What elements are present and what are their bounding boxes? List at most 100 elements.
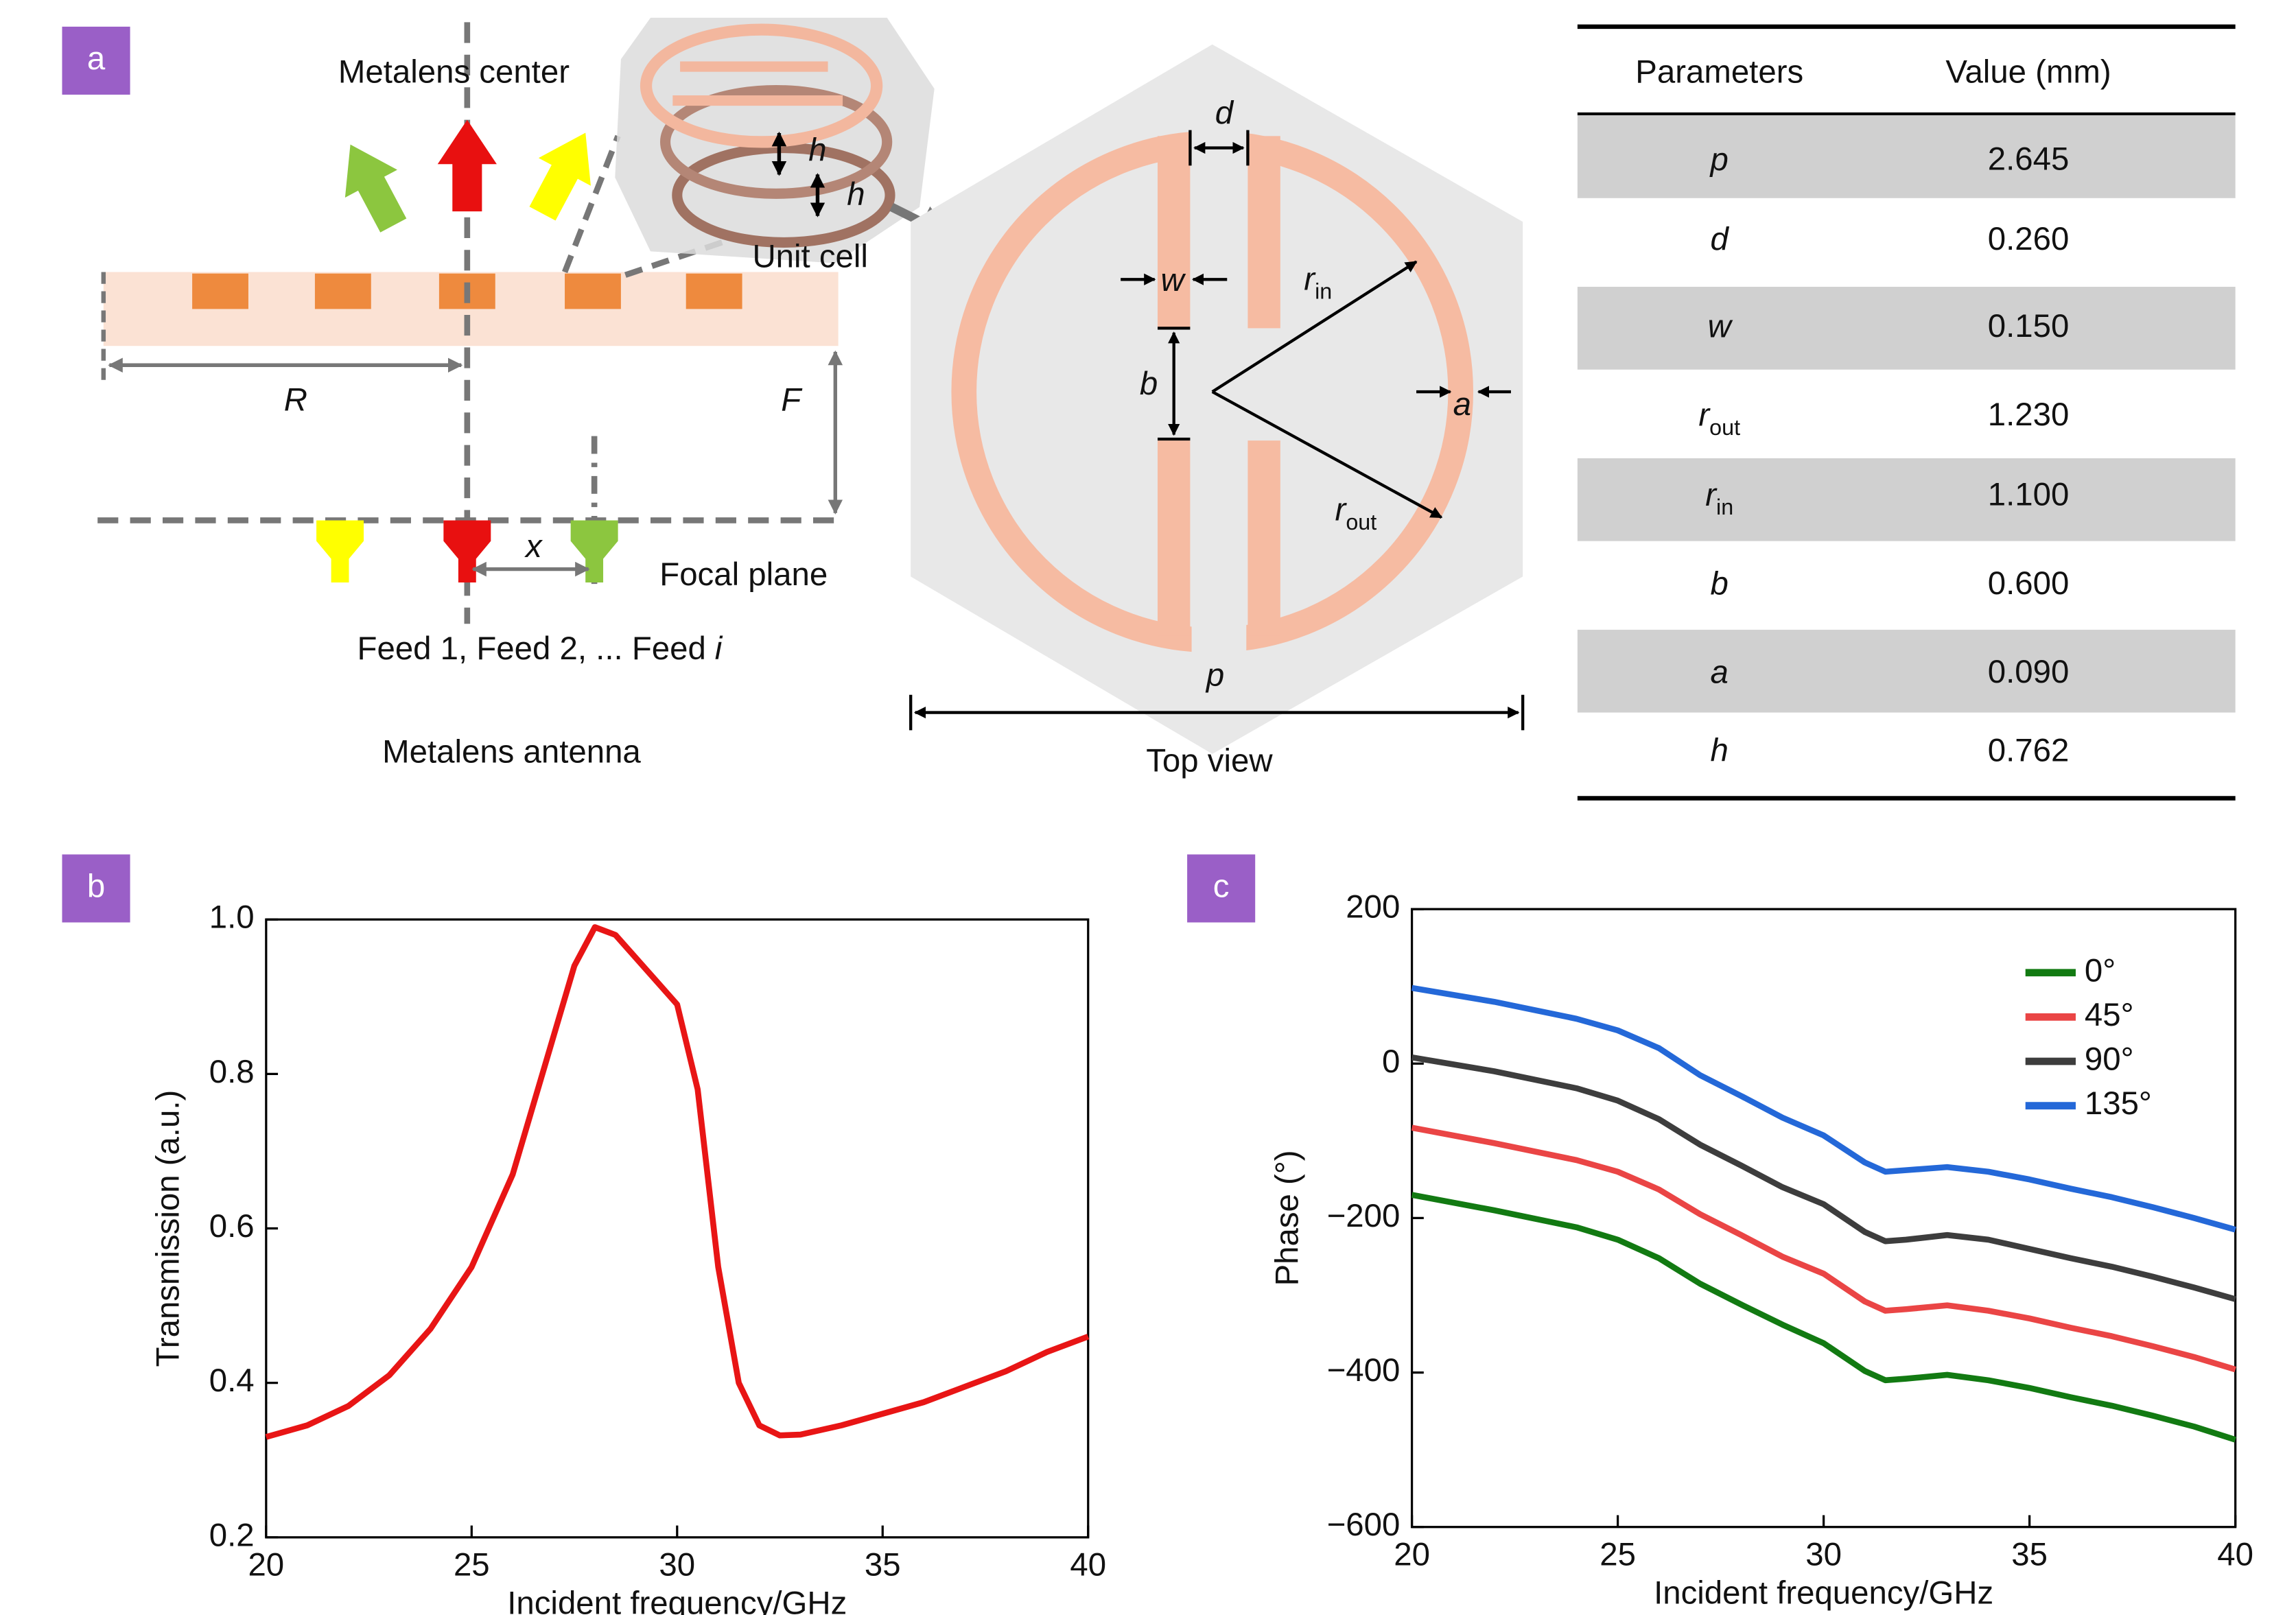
- panel-badge: [1187, 854, 1256, 923]
- data-line: [1411, 1192, 2236, 1443]
- label: d: [1215, 95, 1234, 132]
- cell-symbol: d: [1711, 221, 1730, 257]
- label: h: [847, 176, 865, 213]
- dimension-r-in: [1211, 260, 1418, 393]
- label: b: [1140, 366, 1158, 402]
- symbol: w: [1708, 308, 1733, 344]
- table-header: Parameters: [1635, 54, 1803, 90]
- label: Feed 1, Feed 2, ... Feed i: [358, 630, 723, 667]
- x-tick-label: 20: [248, 1546, 284, 1583]
- y-axis-label: Phase (°): [1269, 1150, 1305, 1286]
- caption: Top view: [1146, 742, 1273, 779]
- beam-arrow: [437, 119, 497, 212]
- symbol: r: [1698, 397, 1711, 433]
- beam-arrow: [529, 132, 591, 221]
- bar: [1158, 136, 1191, 329]
- caption: Metalens antenna: [382, 733, 641, 770]
- cell-value: 0.600: [1988, 565, 2070, 602]
- panel-badge: [62, 854, 130, 923]
- row-shade: [1577, 629, 2236, 713]
- label: x: [524, 528, 543, 565]
- x-tick-label: 30: [1805, 1536, 1842, 1572]
- panel-label: c: [1213, 868, 1230, 904]
- bar: [1247, 136, 1280, 329]
- subscript: out: [1709, 414, 1740, 439]
- legend-label: 135°: [2085, 1085, 2152, 1122]
- cell-symbol: b: [1711, 565, 1729, 602]
- subscript: in: [1716, 495, 1733, 519]
- x-tick-label: 30: [659, 1546, 695, 1583]
- cell-symbol: a: [1711, 654, 1729, 690]
- data-line: [265, 924, 1090, 1440]
- cell-symbol: p: [1709, 141, 1729, 177]
- cell-value: 0.150: [1988, 308, 2070, 344]
- cell-value: 0.260: [1988, 221, 2070, 257]
- label: Metalens center: [338, 54, 570, 90]
- gap: [1191, 118, 1247, 665]
- label: rin: [1304, 261, 1332, 303]
- label-italic: i: [715, 630, 723, 667]
- ring-bars: [672, 61, 843, 106]
- bar: [1158, 440, 1191, 636]
- y-tick-label: −600: [1327, 1507, 1401, 1543]
- row-shade: [1577, 115, 2236, 198]
- symbol: d: [1711, 221, 1730, 257]
- x-tick-label: 25: [1600, 1536, 1636, 1572]
- beam-arrow: [344, 144, 407, 233]
- label: Unit cell: [752, 239, 867, 275]
- cell-symbol: rout: [1698, 397, 1740, 439]
- panel-badge: [62, 26, 130, 95]
- symbol: r: [1304, 261, 1316, 297]
- row-shade: [1577, 458, 2236, 541]
- cell-value: 1.230: [1988, 397, 2070, 433]
- x-tick-label: 20: [1394, 1536, 1430, 1572]
- label: F: [781, 382, 803, 419]
- zoom-line: [562, 134, 621, 274]
- data-line: [1411, 1124, 2236, 1373]
- data-line: [1411, 985, 2236, 1233]
- cell-value: 0.762: [1988, 732, 2070, 768]
- charts: 20 25 30 35 40 0.2 0.4 0.6 0.8 1.0 Incident freque…: [150, 889, 2253, 1615]
- x-tick-label: 40: [2217, 1536, 2253, 1572]
- label: h: [808, 132, 826, 169]
- data-line: [1411, 1054, 2236, 1302]
- label: w: [1160, 262, 1186, 298]
- cell-value: 0.090: [1988, 654, 2070, 690]
- label: rout: [1335, 491, 1377, 534]
- x-tick-label: 35: [2011, 1536, 2048, 1572]
- label: a: [1453, 386, 1471, 423]
- label: Focal plane: [659, 556, 828, 593]
- dimension-r-out: [1211, 390, 1443, 519]
- ring: [660, 84, 893, 199]
- cell-symbol: h: [1711, 732, 1729, 768]
- ring: [640, 23, 883, 148]
- x-axis-label: Incident frequency/GHz: [507, 1585, 847, 1615]
- symbol: r: [1705, 477, 1718, 513]
- label-text: Feed 1, Feed 2, ... Feed: [358, 630, 706, 667]
- cell: [314, 273, 371, 309]
- cell-symbol: w: [1708, 308, 1733, 344]
- x-tick-label: 40: [1070, 1546, 1106, 1583]
- cell: [192, 273, 248, 309]
- x-axis-label: Incident frequency/GHz: [1654, 1575, 1993, 1611]
- symbol: b: [1711, 565, 1729, 602]
- y-tick-label: 0.8: [209, 1054, 255, 1090]
- legend-label: 0°: [2085, 952, 2116, 989]
- row-shade: [1577, 287, 2236, 370]
- y-axis-label: Transmission (a.u.): [150, 1090, 186, 1367]
- y-tick-label: 0.6: [209, 1208, 255, 1245]
- y-tick-label: −400: [1327, 1352, 1401, 1389]
- panel-label: b: [87, 868, 105, 904]
- feed: [443, 520, 491, 582]
- table-header: Value (mm): [1945, 54, 2111, 90]
- symbol: p: [1709, 141, 1729, 177]
- legend-label: 90°: [2085, 1041, 2134, 1078]
- symbol: h: [1711, 732, 1729, 768]
- y-tick-label: 200: [1346, 889, 1400, 926]
- y-tick-label: 0.4: [209, 1363, 255, 1399]
- symbol: r: [1335, 491, 1348, 528]
- feed: [316, 520, 364, 582]
- feed: [570, 520, 618, 582]
